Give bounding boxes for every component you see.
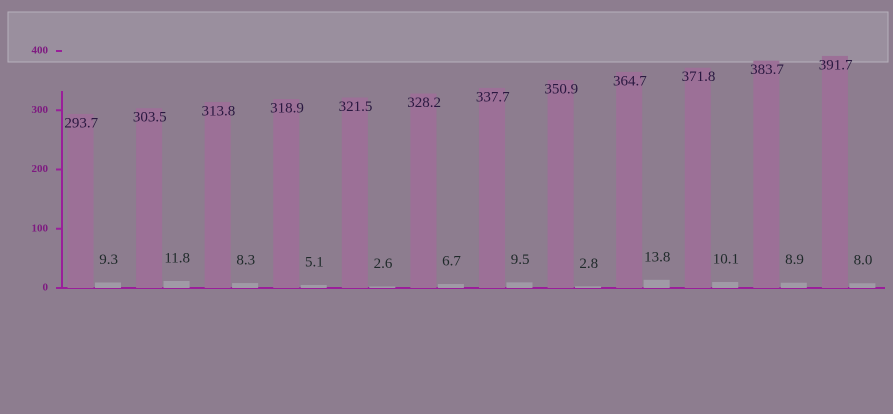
bar — [821, 55, 848, 288]
value-label: 9.3 — [99, 252, 118, 268]
bar — [616, 71, 643, 288]
bar — [273, 99, 300, 288]
value-label: 318.9 — [270, 100, 304, 116]
value-label: 6.7 — [442, 253, 461, 269]
value-label: 2.6 — [374, 256, 393, 272]
bar — [232, 283, 259, 288]
bar — [643, 279, 670, 288]
y-tick-label: 300 — [32, 104, 49, 116]
value-label: 371.8 — [682, 69, 716, 85]
bar — [369, 286, 396, 288]
value-label: 321.5 — [339, 99, 373, 115]
bar — [136, 108, 163, 289]
value-label: 11.8 — [164, 250, 190, 266]
value-label: 303.5 — [133, 110, 167, 126]
value-label: 313.8 — [201, 104, 235, 120]
bar — [163, 281, 190, 288]
bar — [437, 284, 464, 288]
y-tick-label: 0 — [43, 282, 49, 294]
value-label: 8.9 — [785, 252, 804, 268]
value-label: 8.0 — [854, 253, 873, 269]
top-band — [7, 11, 889, 63]
bar — [478, 87, 506, 288]
value-label: 364.7 — [613, 73, 647, 89]
value-label: 2.8 — [579, 256, 598, 272]
bar — [712, 282, 739, 288]
bar — [780, 282, 807, 288]
y-tick-label: 200 — [32, 163, 49, 175]
value-label: 13.8 — [644, 249, 670, 265]
value-label: 391.7 — [819, 57, 853, 73]
bar — [849, 283, 876, 288]
bar — [204, 102, 231, 288]
bar — [410, 93, 437, 288]
bar — [547, 80, 574, 288]
bar — [341, 97, 368, 288]
value-label: 383.7 — [750, 62, 784, 78]
y-tick-label: 400 — [32, 45, 49, 57]
value-label: 10.1 — [713, 251, 739, 267]
value-label: 293.7 — [64, 115, 98, 131]
bar — [300, 284, 327, 288]
value-label: 350.9 — [544, 82, 578, 98]
bar — [753, 60, 780, 289]
y-tick-label: 100 — [32, 222, 49, 234]
value-label: 328.2 — [407, 95, 441, 111]
bar — [575, 286, 602, 288]
value-label: 9.5 — [511, 252, 530, 268]
bar — [684, 67, 711, 289]
bar — [506, 282, 533, 288]
value-label: 5.1 — [305, 254, 324, 270]
bar — [67, 113, 94, 288]
bar — [94, 282, 121, 288]
value-label: 337.7 — [476, 89, 510, 105]
value-label: 8.3 — [236, 253, 255, 269]
